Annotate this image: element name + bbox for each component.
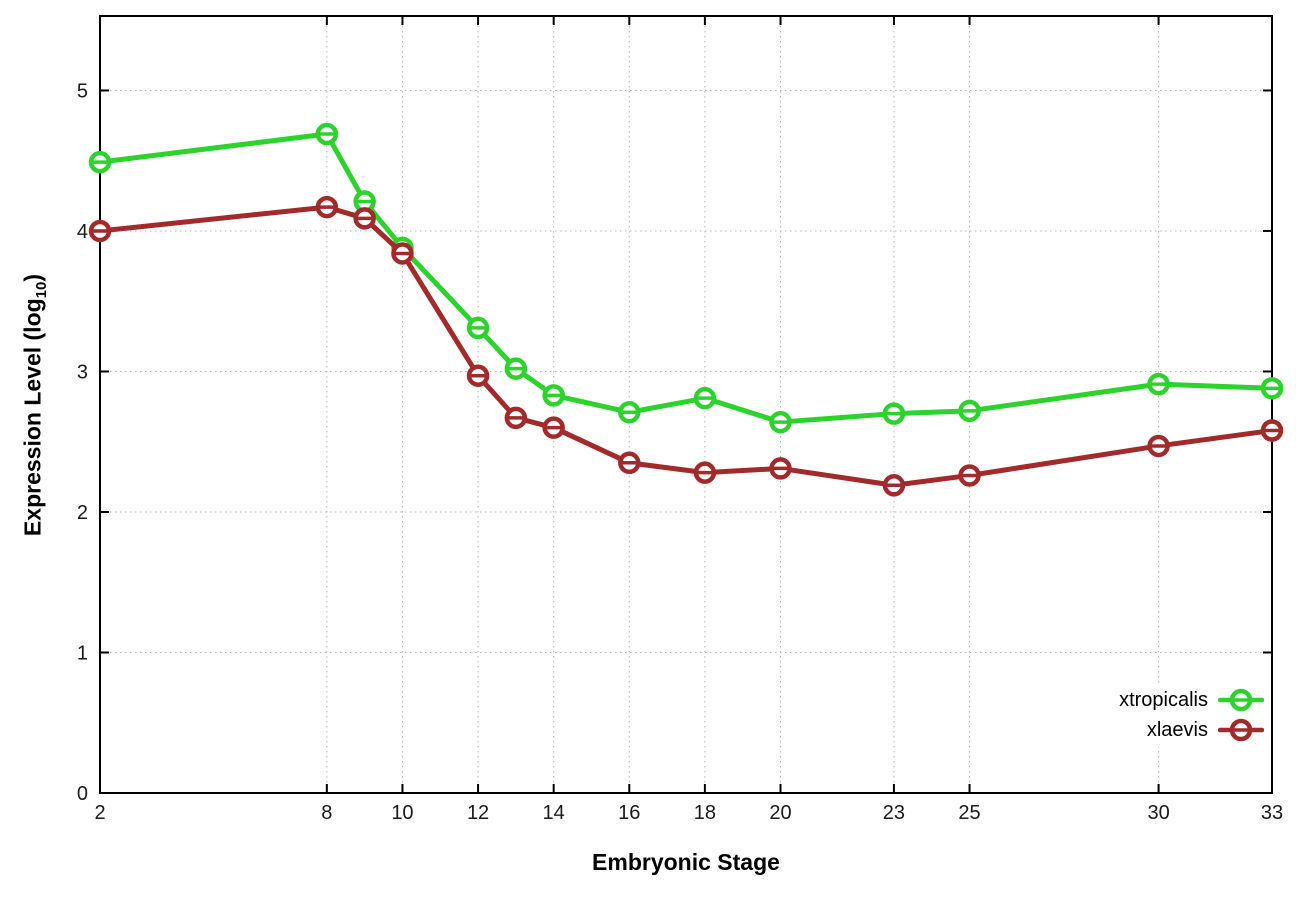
- x-tick-label-23: 23: [883, 802, 905, 824]
- legend-label-xlaevis: xlaevis: [1146, 719, 1208, 741]
- y-axis-title-subscript: 10: [33, 281, 51, 299]
- y-tick-label-3: 3: [77, 361, 88, 383]
- x-tick-label-16: 16: [618, 802, 640, 824]
- x-tick-label-30: 30: [1147, 802, 1169, 824]
- y-axis-title-close: ): [19, 273, 46, 282]
- legend-item-xtropicalis: xtropicalis: [1119, 685, 1264, 715]
- x-tick-label-14: 14: [543, 802, 565, 824]
- y-tick-label-4: 4: [77, 221, 88, 243]
- plot-border: [99, 15, 1273, 794]
- x-axis-title: Embryonic Stage: [592, 849, 780, 875]
- y-tick-label-2: 2: [77, 502, 88, 524]
- x-tick-label-33: 33: [1261, 802, 1283, 824]
- series-line-xtropicalis: [97, 131, 1275, 425]
- y-tick-label-1: 1: [77, 642, 88, 664]
- x-tick-label-18: 18: [694, 802, 716, 824]
- y-tick-label-0: 0: [77, 783, 88, 805]
- legend-item-xlaevis: xlaevis: [1119, 715, 1264, 745]
- y-axis-title-text: Expression Level (log: [19, 298, 46, 537]
- legend: xtropicalis xlaevis: [1119, 683, 1264, 747]
- legend-label-xtropicalis: xtropicalis: [1119, 689, 1208, 711]
- y-tick-label-5: 5: [77, 80, 88, 102]
- x-tick-label-8: 8: [321, 802, 332, 824]
- x-tick-label-20: 20: [769, 802, 791, 824]
- x-tick-label-2: 2: [94, 802, 105, 824]
- legend-marker-xtropicalis-icon: [1218, 686, 1264, 714]
- x-tick-label-10: 10: [391, 802, 413, 824]
- legend-marker-xlaevis-icon: [1218, 716, 1264, 744]
- y-axis-title: Expression Level (log10): [20, 17, 54, 794]
- x-tick-label-25: 25: [958, 802, 980, 824]
- series-line-xlaevis: [97, 204, 1275, 488]
- x-tick-label-12: 12: [467, 802, 489, 824]
